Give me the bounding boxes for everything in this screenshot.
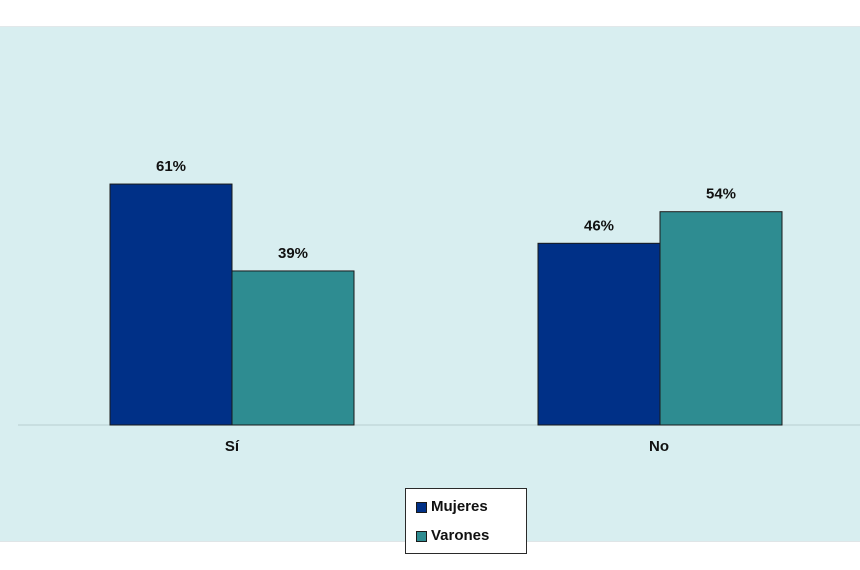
bar-varones-si (231, 270, 355, 426)
legend-item-mujeres: Mujeres (416, 496, 488, 516)
data-label-mujeres-si: 61% (156, 158, 186, 175)
category-label-no: No (649, 438, 669, 455)
data-label-mujeres-no: 46% (584, 217, 614, 234)
legend-swatch-varones (416, 531, 427, 542)
legend-label-varones: Varones (431, 526, 490, 544)
data-label-varones-si: 39% (278, 245, 308, 262)
category-label-si: Sí (225, 438, 240, 455)
data-label-varones-no: 54% (706, 186, 736, 203)
legend: Mujeres Varones (405, 488, 527, 554)
bar-mujeres-si (109, 183, 233, 426)
bar-mujeres-no (537, 242, 661, 426)
legend-label-mujeres: Mujeres (431, 497, 488, 515)
bar-varones-no (659, 211, 783, 426)
legend-item-varones: Varones (416, 525, 489, 545)
legend-swatch-mujeres (416, 502, 427, 513)
bar-chart: 61% 39% 46% 54% Sí No (18, 158, 860, 455)
chart-area: 61% 39% 46% 54% Sí No Mujeres Varones (0, 26, 860, 554)
